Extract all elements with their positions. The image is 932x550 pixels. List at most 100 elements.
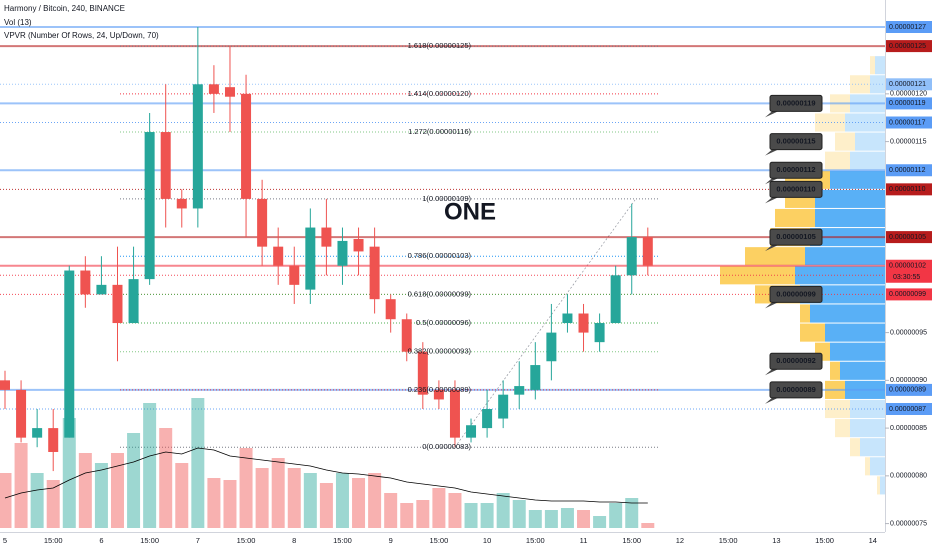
callout-box: [769, 180, 823, 198]
fib-label: 1.618(0.00000125): [408, 41, 472, 50]
callout-box: [769, 285, 823, 303]
level-label-box: [886, 164, 932, 177]
level-label-box: [886, 231, 932, 244]
vpvr-up: [825, 323, 885, 342]
x-tick-label: 13: [772, 536, 780, 545]
header-symbol: Harmony / Bitcoin, 240, BINANCE: [4, 4, 125, 13]
callout-label: 0.00000115: [776, 137, 815, 146]
level-label-box: [886, 116, 932, 129]
y-tick-label: 0.00000085: [890, 425, 927, 432]
candle-body: [401, 319, 412, 352]
volume-bar: [496, 493, 510, 528]
fib-label: 0(0.00000083): [422, 442, 471, 451]
volume-bar: [400, 503, 414, 528]
candle-body: [353, 239, 364, 252]
callout-tail: [765, 245, 778, 252]
callout-tail: [765, 302, 778, 309]
callout-box: [769, 352, 823, 370]
candle-body: [562, 313, 573, 324]
vpvr-down: [835, 419, 850, 438]
volume-bar: [593, 516, 607, 528]
volume-bar: [62, 418, 76, 528]
level-label: 0.00000121: [889, 81, 926, 88]
x-tick-label: 5: [3, 536, 7, 545]
level-label-box: [886, 403, 932, 415]
candle-body: [449, 389, 460, 438]
level-label-box: [886, 78, 932, 91]
callout-label: 0.00000105: [776, 232, 816, 241]
candle-body: [224, 87, 235, 97]
volume-bar: [0, 473, 12, 528]
level-label: 0.00000102: [889, 263, 926, 270]
volume-bar: [416, 500, 430, 528]
x-tick-label: 6: [99, 536, 103, 545]
candle-body: [385, 299, 396, 320]
volume-bar: [352, 478, 366, 528]
vpvr-down: [720, 266, 795, 285]
candle-body: [48, 428, 59, 452]
callout-tail: [765, 149, 778, 156]
vpvr-up: [870, 457, 885, 476]
volume-bar: [335, 473, 349, 528]
callout-label: 0.00000099: [776, 289, 816, 298]
callout-box: [769, 161, 823, 179]
vpvr-up: [815, 208, 885, 228]
x-tick-label: 11: [580, 536, 588, 545]
candle-body: [144, 132, 155, 280]
candle-body: [112, 284, 123, 324]
level-label: 0.00000119: [889, 100, 926, 107]
callout-tail: [765, 397, 778, 404]
fib-trend-line: [454, 199, 636, 448]
candle-body: [610, 275, 621, 324]
candle-body: [208, 84, 219, 94]
candle-body: [642, 237, 653, 266]
countdown: 03:30:55: [893, 274, 920, 281]
volume-bar: [319, 483, 333, 528]
volume-bar: [14, 443, 28, 528]
x-tick-label: 15:00: [140, 536, 159, 545]
candle-body: [530, 365, 541, 390]
level-label-box: [886, 288, 932, 301]
fib-label: 1(0.00000109): [422, 194, 471, 203]
vpvr-up: [870, 75, 885, 94]
vpvr-down: [850, 75, 870, 94]
vpvr-up: [810, 304, 885, 323]
fib-label: 1.272(0.00000116): [408, 127, 471, 136]
volume-bar: [384, 493, 398, 528]
y-tick-label: 0.00000095: [890, 329, 927, 336]
volume-bar: [625, 498, 639, 528]
vpvr-up: [840, 361, 885, 380]
volume-bar: [512, 500, 526, 528]
candle-body: [273, 246, 284, 266]
volume-bar: [223, 480, 237, 528]
x-tick-label: 8: [292, 536, 296, 545]
candle-body: [546, 332, 557, 362]
vpvr-up: [830, 170, 885, 189]
callout-tail: [765, 197, 778, 204]
x-tick-label: 15:00: [526, 536, 545, 545]
callout-label: 0.00000112: [776, 165, 815, 174]
candle-body: [626, 237, 637, 276]
candle-body: [482, 409, 493, 429]
volume-bar: [368, 473, 382, 528]
vpvr-up: [805, 247, 885, 266]
x-tick-label: 12: [676, 536, 684, 545]
x-tick-label: 15:00: [237, 536, 256, 545]
candle-body: [417, 351, 428, 395]
candle-body: [128, 279, 139, 324]
x-tick-label: 15:00: [429, 536, 448, 545]
volume-bar: [191, 398, 205, 528]
x-tick-label: 14: [869, 536, 877, 545]
level-label: 0.00000127: [889, 24, 926, 31]
level-label-box: [886, 21, 932, 33]
volume-bar: [207, 478, 221, 528]
level-label: 0.00000117: [889, 119, 926, 126]
x-tick-label: 10: [483, 536, 491, 545]
vpvr-down: [835, 132, 855, 151]
volume-bar: [127, 433, 141, 528]
watermark: ONE: [444, 198, 496, 225]
volume-bar: [609, 503, 623, 528]
volume-bar: [255, 468, 269, 528]
level-label: 0.00000099: [889, 291, 926, 298]
vpvr-down: [800, 304, 810, 323]
